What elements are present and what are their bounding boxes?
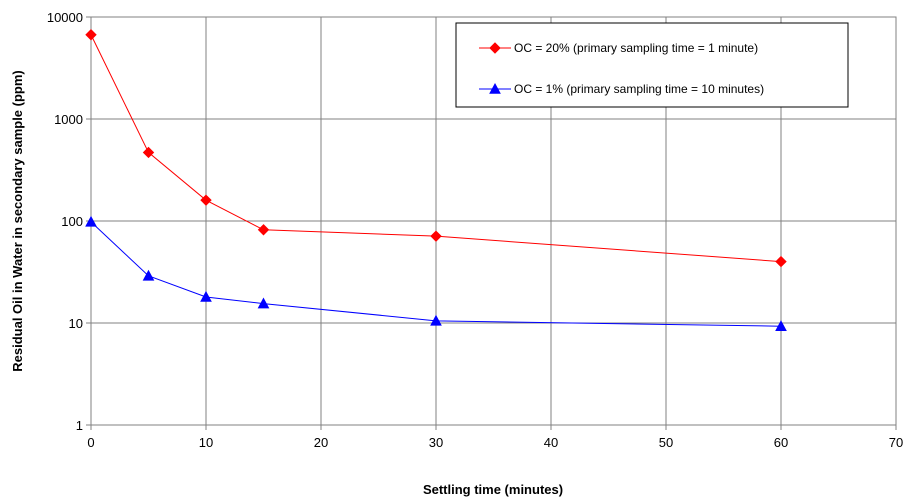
y-axis: 1 10 100 1000 10000 bbox=[47, 10, 91, 433]
y-tick-label: 10 bbox=[69, 316, 83, 331]
data-point-diamond bbox=[257, 224, 270, 236]
data-point-triangle bbox=[430, 314, 442, 326]
x-axis-title: Settling time (minutes) bbox=[423, 482, 563, 497]
x-tick-label: 0 bbox=[87, 435, 94, 450]
x-tick-label: 20 bbox=[314, 435, 328, 450]
y-axis-title: Residual Oil in Water in secondary sampl… bbox=[10, 70, 25, 371]
legend-box bbox=[455, 22, 849, 108]
series-line bbox=[90, 221, 782, 327]
data-point-triangle bbox=[142, 269, 155, 281]
data-point-triangle bbox=[775, 320, 787, 331]
x-axis: 0 10 20 30 40 50 60 70 bbox=[87, 425, 903, 450]
data-point-triangle bbox=[200, 290, 212, 302]
y-tick-label: 1000 bbox=[54, 112, 83, 127]
data-point-diamond bbox=[489, 42, 501, 54]
y-tick-label: 100 bbox=[61, 214, 83, 229]
series-layer bbox=[85, 29, 787, 331]
data-point-triangle bbox=[257, 297, 270, 309]
x-tick-label: 40 bbox=[544, 435, 558, 450]
data-point-diamond bbox=[200, 194, 212, 206]
legend-label: OC = 1% (primary sampling time = 10 minu… bbox=[514, 82, 764, 96]
data-point-diamond bbox=[430, 230, 442, 242]
legend-item-2: OC = 1% (primary sampling time = 10 minu… bbox=[479, 82, 764, 96]
y-tick-label: 10000 bbox=[47, 10, 83, 25]
data-point-diamond bbox=[775, 255, 787, 268]
legend-item-1: OC = 20% (primary sampling time = 1 minu… bbox=[479, 41, 758, 55]
x-tick-label: 30 bbox=[429, 435, 443, 450]
data-point-triangle bbox=[85, 215, 97, 227]
legend-label: OC = 20% (primary sampling time = 1 minu… bbox=[514, 41, 758, 55]
data-point-triangle bbox=[489, 82, 501, 94]
x-tick-label: 10 bbox=[199, 435, 213, 450]
x-tick-label: 70 bbox=[889, 435, 903, 450]
data-point-diamond bbox=[85, 29, 97, 41]
x-tick-label: 60 bbox=[774, 435, 788, 450]
x-tick-label: 50 bbox=[659, 435, 673, 450]
data-point-diamond bbox=[142, 146, 155, 159]
series-1 bbox=[85, 29, 787, 268]
legend: OC = 20% (primary sampling time = 1 minu… bbox=[455, 22, 849, 108]
series-2 bbox=[85, 215, 787, 331]
series-line bbox=[90, 34, 782, 263]
y-tick-label: 1 bbox=[76, 418, 83, 433]
